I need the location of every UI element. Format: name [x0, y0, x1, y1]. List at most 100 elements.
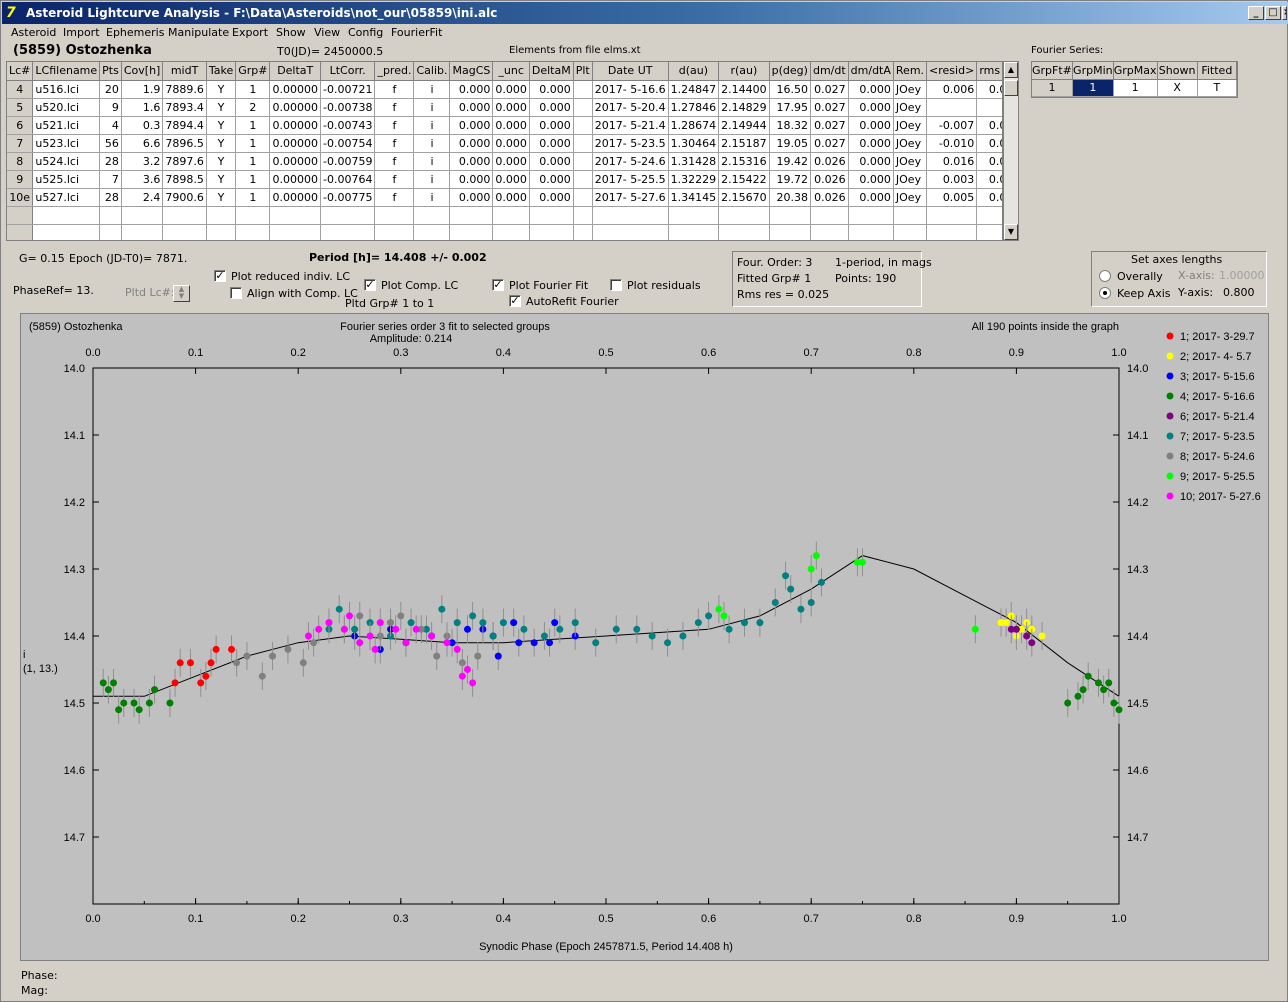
- scroll-down-icon[interactable]: ▼: [1004, 224, 1018, 240]
- data-point[interactable]: [151, 686, 159, 694]
- table-cell[interactable]: 0.000: [529, 188, 574, 207]
- table-cell[interactable]: 0.000: [848, 152, 894, 171]
- column-header[interactable]: Calib.: [413, 62, 451, 81]
- table-cell[interactable]: [976, 224, 1002, 240]
- data-point[interactable]: [787, 585, 795, 593]
- data-point[interactable]: [428, 632, 436, 640]
- data-point[interactable]: [494, 652, 502, 660]
- table-cell[interactable]: 0.000: [848, 98, 894, 117]
- table-cell[interactable]: 4: [7, 80, 34, 99]
- table-cell[interactable]: [810, 224, 849, 240]
- table-cell[interactable]: [162, 224, 207, 240]
- data-point[interactable]: [546, 639, 554, 647]
- table-cell[interactable]: 0.00000: [269, 116, 321, 135]
- data-point[interactable]: [1038, 632, 1046, 640]
- table-cell[interactable]: 2.15316: [718, 152, 770, 171]
- table-cell[interactable]: 0.027: [810, 98, 849, 117]
- table-cell[interactable]: 1.30464: [668, 134, 720, 153]
- table-cell[interactable]: 0.3: [121, 116, 164, 135]
- data-point[interactable]: [448, 639, 456, 647]
- table-cell[interactable]: [573, 134, 593, 153]
- table-cell[interactable]: u527.lci: [32, 188, 101, 207]
- table-cell[interactable]: [573, 224, 593, 240]
- table-cell[interactable]: 1.24847: [668, 80, 720, 99]
- data-point[interactable]: [186, 659, 194, 667]
- table-cell[interactable]: [592, 224, 669, 240]
- table-cell[interactable]: f: [374, 98, 415, 117]
- table-cell[interactable]: 1.27846: [668, 98, 720, 117]
- data-point[interactable]: [1074, 692, 1082, 700]
- column-header[interactable]: dm/dt: [810, 62, 849, 81]
- table-cell[interactable]: 2017- 5-23.5: [592, 134, 669, 153]
- data-point[interactable]: [417, 625, 425, 633]
- table-cell[interactable]: 19.42: [769, 152, 811, 171]
- table-cell[interactable]: 0.016: [926, 152, 978, 171]
- table-cell[interactable]: [320, 206, 376, 225]
- data-point[interactable]: [807, 565, 815, 573]
- table-cell[interactable]: [573, 116, 593, 135]
- table-cell[interactable]: 0.00000: [269, 188, 321, 207]
- data-point[interactable]: [1079, 686, 1087, 694]
- table-cell[interactable]: 20.38: [769, 188, 811, 207]
- data-point[interactable]: [648, 632, 656, 640]
- column-header[interactable]: Grp#: [235, 62, 271, 81]
- menu-asteroid[interactable]: Asteroid: [11, 26, 57, 39]
- data-point[interactable]: [453, 645, 461, 653]
- table-cell[interactable]: 10e: [7, 188, 34, 207]
- data-point[interactable]: [346, 612, 353, 620]
- column-header[interactable]: LtCorr.: [320, 62, 376, 81]
- table-cell[interactable]: -0.00759: [320, 152, 376, 171]
- table-row[interactable]: 6 u521.lci 4 0.3 7894.4 Y 1 0.00000 -0.00743 f i 0.…: [7, 116, 1002, 135]
- table-cell[interactable]: 0.000: [492, 152, 530, 171]
- data-point[interactable]: [171, 679, 179, 687]
- table-cell[interactable]: 2017- 5-16.6: [592, 80, 669, 99]
- data-point[interactable]: [243, 652, 251, 660]
- table-cell[interactable]: 0.000: [492, 188, 530, 207]
- column-header[interactable]: _unc: [492, 62, 530, 81]
- table-cell[interactable]: [7, 224, 34, 240]
- table-cell[interactable]: f: [374, 80, 415, 99]
- column-header[interactable]: d(au): [668, 62, 720, 81]
- data-point[interactable]: [1084, 672, 1092, 680]
- column-header[interactable]: Pts: [99, 62, 122, 81]
- data-point[interactable]: [422, 625, 430, 633]
- data-point[interactable]: [1012, 625, 1020, 633]
- table-cell[interactable]: 1: [235, 152, 271, 171]
- data-point[interactable]: [304, 632, 312, 640]
- table-cell[interactable]: i: [413, 134, 451, 153]
- table-cell[interactable]: [32, 206, 101, 225]
- data-point[interactable]: [1105, 679, 1113, 687]
- data-point[interactable]: [325, 619, 333, 627]
- table-cell[interactable]: [206, 224, 237, 240]
- table-cell[interactable]: f: [374, 170, 415, 189]
- table-cell[interactable]: [449, 206, 494, 225]
- table-cell[interactable]: 20: [99, 80, 122, 99]
- data-point[interactable]: [1110, 699, 1118, 707]
- table-cell[interactable]: 0.026: [810, 188, 849, 207]
- table-cell[interactable]: 7897.6: [162, 152, 207, 171]
- table-cell[interactable]: 0.000: [492, 134, 530, 153]
- fourier-cell-grpmax[interactable]: 1: [1113, 79, 1158, 97]
- table-cell[interactable]: u521.lci: [32, 116, 101, 135]
- table-cell[interactable]: [573, 98, 593, 117]
- table-cell[interactable]: [374, 206, 415, 225]
- data-point[interactable]: [176, 659, 184, 667]
- table-cell[interactable]: 0.000: [848, 80, 894, 99]
- table-cell[interactable]: 56: [99, 134, 122, 153]
- data-point[interactable]: [110, 679, 118, 687]
- table-cell[interactable]: 0.027: [810, 80, 849, 99]
- table-cell[interactable]: [235, 224, 271, 240]
- column-header[interactable]: MagCS: [449, 62, 494, 81]
- table-cell[interactable]: 0.000: [848, 134, 894, 153]
- column-header[interactable]: DeltaM: [529, 62, 574, 81]
- table-cell[interactable]: u520.lci: [32, 98, 101, 117]
- data-point[interactable]: [99, 679, 107, 687]
- table-cell[interactable]: Y: [206, 80, 237, 99]
- data-point[interactable]: [433, 652, 441, 660]
- data-point[interactable]: [771, 599, 779, 606]
- data-point[interactable]: [387, 619, 395, 627]
- plot-fourier-checkbox[interactable]: ✓: [492, 278, 504, 291]
- table-cell[interactable]: 7: [7, 134, 34, 153]
- table-cell[interactable]: 7896.5: [162, 134, 207, 153]
- table-row[interactable]: 1 1 1 X T: [1032, 79, 1238, 97]
